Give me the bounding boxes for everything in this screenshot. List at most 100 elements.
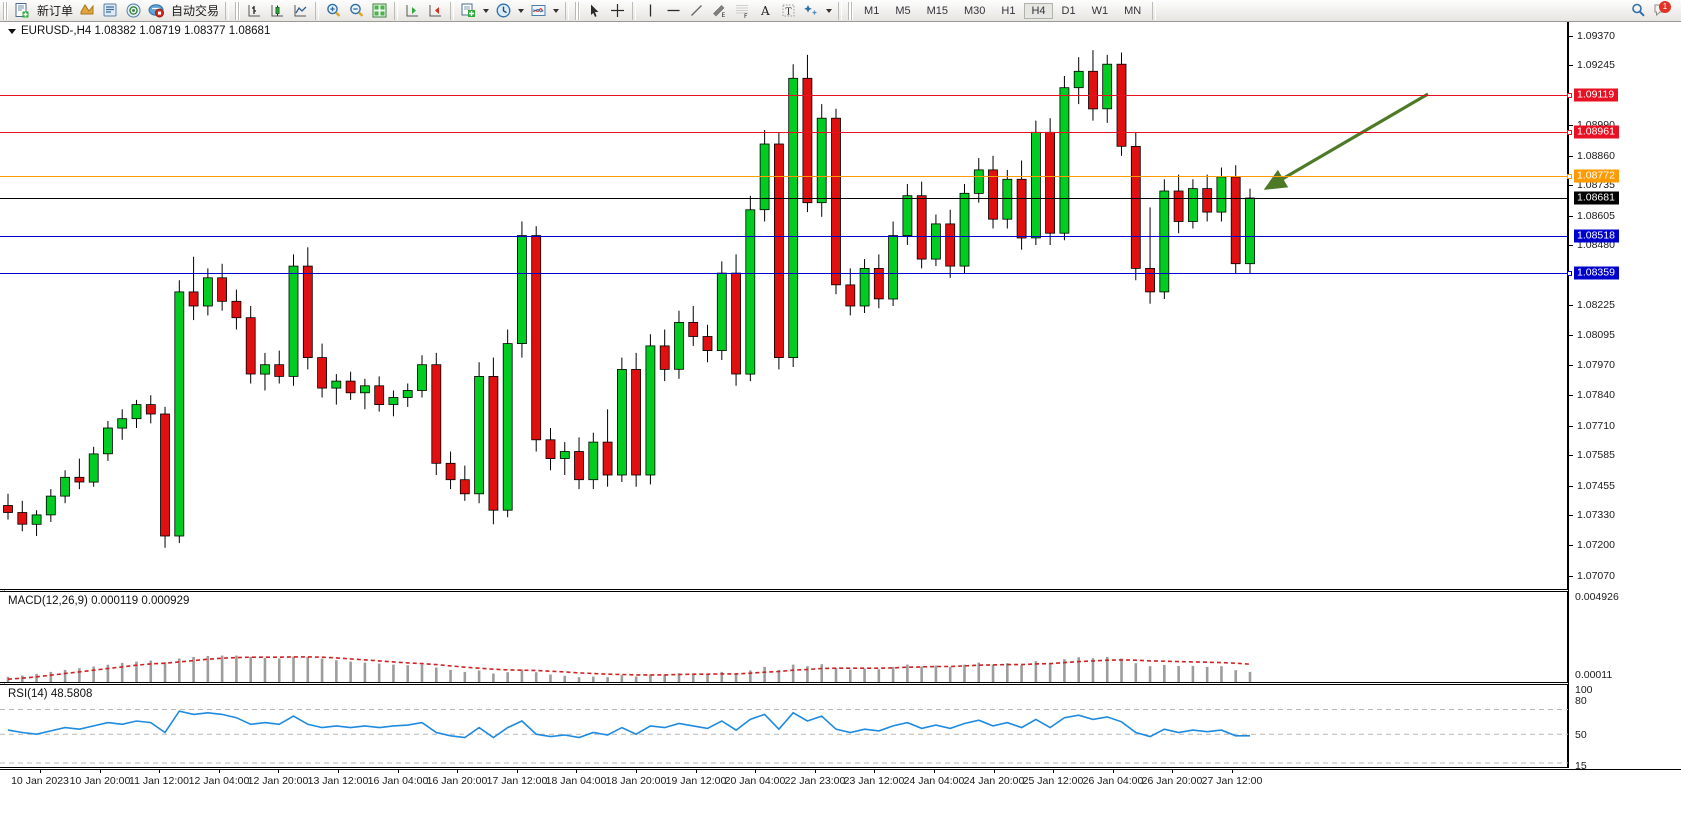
price-svg	[3, 50, 1255, 548]
axis-tick	[1569, 575, 1573, 577]
price-badge-support-1[interactable]: 1.08518	[1574, 229, 1619, 243]
candlestick-chart-icon[interactable]	[267, 1, 288, 21]
text-label-icon[interactable]: T	[778, 1, 799, 21]
toolbar-separator-6	[632, 1, 637, 20]
rsi-axis-tick: 15	[1575, 760, 1587, 772]
level-handle[interactable]	[1567, 271, 1572, 277]
chart-collapse-icon[interactable]	[8, 28, 16, 34]
cursor-icon[interactable]	[584, 1, 605, 21]
zoom-in-icon[interactable]	[323, 1, 344, 21]
price-badge-bid-price[interactable]: 1.08681	[1574, 191, 1619, 205]
timeframe-m5[interactable]: M5	[895, 4, 911, 17]
timeframe-h4[interactable]: H4	[1024, 2, 1053, 19]
new-order-label[interactable]: 新订单	[37, 4, 74, 18]
auto-trading-icon[interactable]	[146, 1, 167, 21]
signals-icon[interactable]	[123, 1, 144, 21]
time-tick	[1053, 770, 1054, 773]
time-tick	[696, 770, 697, 773]
price-axis[interactable]: 1.093701.092451.089901.088601.087351.086…	[1568, 22, 1681, 772]
add-indicator-icon[interactable]	[458, 1, 479, 21]
period-icon[interactable]	[493, 1, 514, 21]
time-tick	[1172, 770, 1173, 773]
equidistant-channel-icon[interactable]: E	[709, 1, 730, 21]
templates-dropdown-icon[interactable]	[553, 8, 560, 13]
time-axis[interactable]: 10 Jan 2023 10 Jan 20:00 11 Jan 12:00 12 Ja…	[0, 769, 1681, 828]
macd-pane[interactable]: MACD(12,26,9) 0.000119 0.000929	[0, 591, 1568, 683]
fibonacci-icon[interactable]: F	[732, 1, 753, 21]
notification-icon[interactable]: 1	[1651, 1, 1672, 21]
level-line-resistance-2[interactable]	[0, 130, 1572, 136]
macd-axis-top: 0.004926	[1575, 591, 1619, 603]
timeframe-m1[interactable]: M1	[864, 4, 880, 17]
time-axis-label: 24 Jan 20:00	[963, 775, 1025, 787]
level-handle[interactable]	[1567, 130, 1572, 136]
auto-trading-label[interactable]: 自动交易	[171, 4, 220, 18]
level-handle[interactable]	[1567, 93, 1572, 98]
rsi-pane[interactable]: RSI(14) 48.5808	[0, 684, 1568, 768]
price-pane[interactable]: EURUSD-,H4 1.08382 1.08719 1.08377 1.086…	[0, 22, 1572, 590]
toolbar-grip[interactable]	[3, 1, 8, 20]
indicator-list-icon[interactable]	[77, 1, 98, 21]
toolbar-grip-2[interactable]	[235, 1, 241, 20]
price-badge-resistance-1[interactable]: 1.09119	[1574, 88, 1619, 102]
rsi-axis-tick: 50	[1575, 729, 1587, 741]
vertical-line-icon[interactable]	[640, 1, 661, 21]
trend-line-icon[interactable]	[686, 1, 707, 21]
line-chart-icon[interactable]	[290, 1, 311, 21]
level-line-bid-price[interactable]	[0, 197, 1568, 199]
axis-tick	[1569, 245, 1573, 246]
time-axis-label: 24 Jan 04:00	[903, 775, 965, 787]
timeframe-w1[interactable]: W1	[1091, 4, 1109, 17]
price-badge-pivot[interactable]: 1.08772	[1574, 169, 1619, 183]
search-icon[interactable]	[1628, 1, 1649, 21]
toolbar-separator	[225, 1, 230, 20]
zoom-out-icon[interactable]	[346, 1, 367, 21]
rsi-svg	[0, 709, 1568, 764]
axis-tick	[1569, 455, 1573, 456]
tile-windows-icon[interactable]	[369, 1, 390, 21]
period-dropdown-icon[interactable]	[518, 8, 525, 13]
price-badge-support-2[interactable]: 1.08359	[1574, 266, 1619, 280]
rsi-header: RSI(14) 48.5808	[8, 688, 93, 700]
level-line-support-1[interactable]	[0, 236, 1568, 238]
macd-axis-bottom: 0.00011	[1575, 669, 1613, 681]
time-axis-label: 23 Jan 12:00	[843, 775, 905, 787]
macd-plot	[0, 592, 1567, 682]
time-tick	[219, 770, 220, 773]
price-badge-resistance-2[interactable]: 1.08961	[1574, 125, 1619, 139]
new-order-icon[interactable]	[12, 1, 33, 21]
level-handle[interactable]	[1567, 174, 1572, 180]
level-line-pivot[interactable]	[0, 174, 1572, 180]
add-indicator-dropdown-icon[interactable]	[483, 8, 490, 13]
objects-dropdown-icon[interactable]	[826, 8, 833, 13]
chart-shift-icon[interactable]	[402, 1, 423, 21]
level-line-support-2[interactable]	[0, 271, 1572, 277]
timeframe-m30[interactable]: M30	[964, 4, 986, 17]
text-icon[interactable]: A	[755, 1, 776, 21]
timeframe-mn[interactable]: MN	[1124, 4, 1142, 17]
crosshair-icon[interactable]	[607, 1, 628, 21]
axis-tick	[1569, 545, 1573, 547]
objects-icon[interactable]	[801, 1, 822, 21]
timeframe-h1[interactable]: H1	[1001, 4, 1016, 17]
data-window-icon[interactable]	[100, 1, 121, 21]
auto-scroll-icon[interactable]	[425, 1, 446, 21]
time-tick	[1232, 770, 1233, 773]
templates-icon[interactable]	[528, 1, 549, 21]
level-line-resistance-1[interactable]	[0, 93, 1572, 98]
axis-tick-label: 1.07070	[1577, 569, 1615, 582]
toolbar-separator-5	[565, 1, 570, 20]
toolbar-grip-3[interactable]	[575, 1, 581, 20]
axis-tick	[1569, 514, 1573, 516]
axis-tick	[1569, 185, 1573, 187]
timeframe-m15[interactable]: M15	[926, 4, 948, 17]
time-axis-label: 26 Jan 04:00	[1082, 775, 1144, 787]
svg-text:T: T	[786, 8, 792, 18]
toolbar-separator-4	[450, 1, 455, 20]
bar-chart-icon[interactable]	[244, 1, 265, 21]
timeframe-d1[interactable]: D1	[1061, 4, 1076, 17]
notification-badge: 1	[1659, 1, 1671, 13]
toolbar-grip-4[interactable]	[848, 1, 854, 20]
horizontal-line-icon[interactable]	[663, 1, 684, 21]
time-tick	[278, 770, 279, 773]
